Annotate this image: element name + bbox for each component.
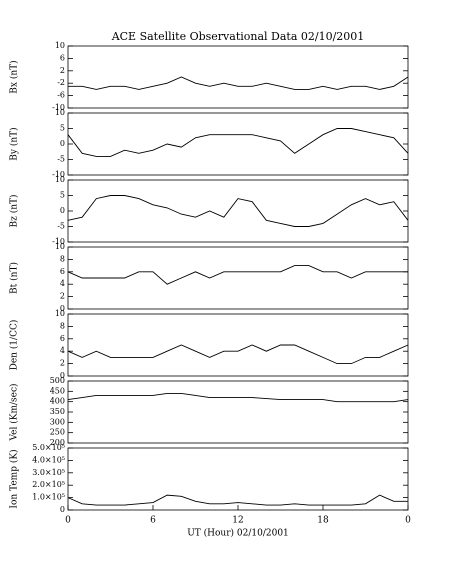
y-tick-label: 300 bbox=[50, 417, 65, 426]
y-tick-label: 10 bbox=[55, 242, 65, 251]
y-tick-label: 10 bbox=[55, 309, 65, 318]
data-line bbox=[68, 76, 409, 90]
y-axis-label: Bz (nT) bbox=[9, 194, 20, 227]
panel-frame bbox=[67, 447, 409, 511]
y-tick-label: 1.0×10⁵ bbox=[32, 493, 65, 502]
y-tick-label: 8 bbox=[60, 254, 65, 263]
y-tick-label: 2 bbox=[60, 292, 65, 301]
y-tick-label: 0 bbox=[60, 206, 65, 215]
panel-frame bbox=[67, 45, 409, 109]
y-tick-label: 0 bbox=[60, 371, 65, 380]
panel-frame bbox=[67, 179, 409, 243]
x-axis-label: UT (Hour) 02/10/2001 bbox=[187, 528, 289, 539]
y-tick-label: -5 bbox=[57, 222, 65, 231]
data-line bbox=[67, 195, 409, 227]
y-tick-label: 4 bbox=[60, 279, 65, 288]
y-tick-label: 4 bbox=[60, 346, 65, 355]
x-tick-label: 0 bbox=[65, 516, 71, 526]
y-tick-label: 4.0×10⁵ bbox=[32, 455, 65, 464]
y-tick-label: 6 bbox=[60, 334, 65, 343]
y-tick-label: 2.0×10⁵ bbox=[32, 480, 65, 489]
y-axis-label: Bt (nT) bbox=[9, 262, 20, 294]
y-tick-label: -10 bbox=[52, 170, 65, 179]
y-tick-label: -2 bbox=[57, 78, 65, 87]
data-line bbox=[67, 344, 409, 365]
y-axis-label: By (nT) bbox=[9, 127, 20, 160]
data-line bbox=[67, 265, 408, 285]
y-tick-label: 0 bbox=[60, 505, 65, 514]
y-tick-label: 5 bbox=[60, 124, 65, 133]
y-tick-label: -10 bbox=[52, 103, 65, 112]
y-axis-label: Vel (Km/sec) bbox=[9, 383, 20, 441]
x-tick-label: 18 bbox=[317, 516, 329, 526]
y-tick-label: 10 bbox=[55, 41, 65, 50]
y-tick-label: 400 bbox=[50, 397, 65, 406]
y-tick-label: 0 bbox=[60, 304, 65, 313]
y-tick-label: -5 bbox=[57, 155, 65, 164]
y-axis-label: Ion Temp (K) bbox=[9, 449, 20, 508]
chart-title: ACE Satellite Observational Data 02/10/2… bbox=[111, 30, 365, 43]
y-tick-label: 10 bbox=[55, 175, 65, 184]
y-axis-label: Bx (nT) bbox=[9, 60, 20, 93]
panel-frame bbox=[67, 112, 409, 176]
data-line bbox=[67, 494, 408, 506]
y-tick-label: 2 bbox=[60, 359, 65, 368]
panel-frame bbox=[67, 380, 409, 444]
y-tick-label: 500 bbox=[50, 376, 65, 385]
data-line bbox=[67, 392, 409, 403]
x-tick-label: 12 bbox=[232, 516, 243, 526]
y-tick-label: 6 bbox=[60, 53, 65, 62]
x-tick-label: 6 bbox=[150, 516, 156, 526]
y-axis-label: Den (1/CC) bbox=[9, 320, 20, 371]
y-tick-label: 350 bbox=[50, 407, 65, 416]
y-tick-label: 5 bbox=[60, 191, 65, 200]
y-tick-label: 200 bbox=[50, 438, 65, 447]
y-tick-label: 450 bbox=[50, 386, 65, 395]
y-tick-label: 0 bbox=[60, 139, 65, 148]
y-tick-label: 6 bbox=[60, 267, 65, 276]
x-tick-label: 0 bbox=[405, 516, 411, 526]
y-tick-label: 5.0×10⁵ bbox=[32, 443, 65, 452]
y-tick-label: 2 bbox=[60, 66, 65, 75]
y-tick-label: 10 bbox=[55, 108, 65, 117]
y-tick-label: -10 bbox=[52, 237, 65, 246]
panel-frame bbox=[67, 246, 409, 310]
y-tick-label: 8 bbox=[60, 321, 65, 330]
panel-frame bbox=[67, 313, 409, 377]
y-tick-label: -6 bbox=[57, 91, 65, 100]
y-tick-label: 3.0×10⁵ bbox=[32, 468, 65, 477]
y-tick-label: 250 bbox=[50, 428, 65, 437]
data-line bbox=[67, 128, 409, 157]
